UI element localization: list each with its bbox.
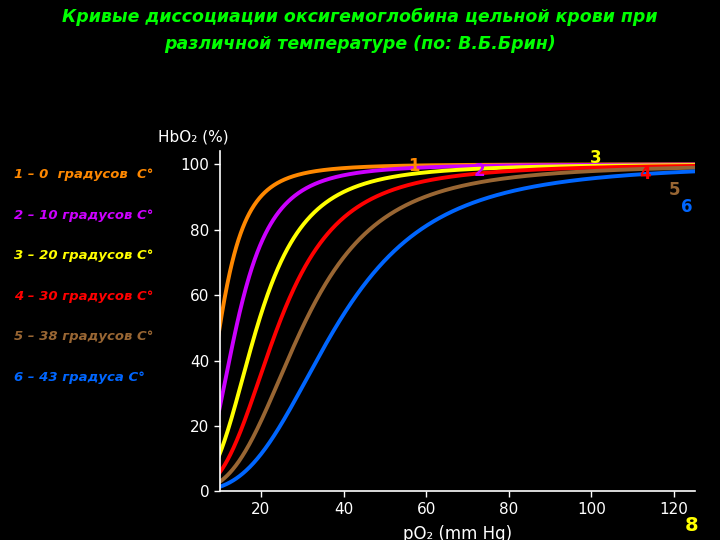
Text: 8: 8	[685, 516, 698, 535]
Text: HbO₂ (%): HbO₂ (%)	[158, 130, 228, 144]
Text: 6: 6	[681, 198, 693, 216]
Text: 2 – 10 градусов C°: 2 – 10 градусов C°	[14, 208, 154, 222]
X-axis label: pO₂ (mm Hg): pO₂ (mm Hg)	[402, 525, 512, 540]
Text: Кривые диссоциации оксигемоглобина цельной крови при: Кривые диссоциации оксигемоглобина цельн…	[62, 8, 658, 26]
Text: 4 – 30 градусов C°: 4 – 30 градусов C°	[14, 289, 154, 303]
Text: 1 – 0  градусов  C°: 1 – 0 градусов C°	[14, 168, 154, 181]
Text: 3 – 20 градусов C°: 3 – 20 градусов C°	[14, 249, 154, 262]
Text: 6 – 43 градуса C°: 6 – 43 градуса C°	[14, 370, 145, 384]
Text: 4: 4	[639, 165, 651, 183]
Text: 3: 3	[590, 148, 601, 167]
Text: 2: 2	[474, 162, 486, 180]
Text: 1: 1	[408, 157, 420, 175]
Text: различной температуре (по: В.Б.Брин): различной температуре (по: В.Б.Брин)	[164, 35, 556, 53]
Text: 5 – 38 градусов C°: 5 – 38 градусов C°	[14, 330, 154, 343]
Text: 5: 5	[668, 181, 680, 199]
